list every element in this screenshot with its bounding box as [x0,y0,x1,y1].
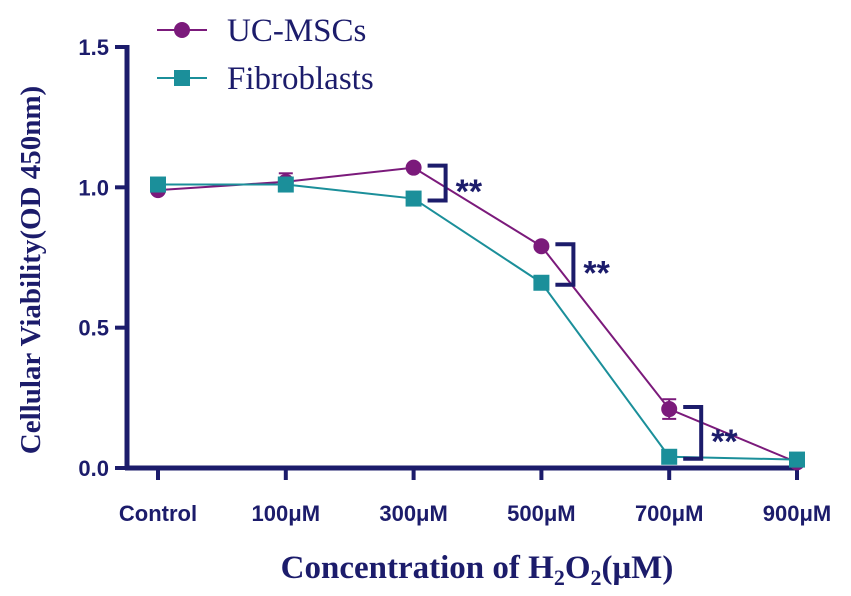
legend-label: Fibroblasts [227,61,374,97]
y-tick-label: 1.0 [78,175,109,200]
y-tick-label: 1.5 [78,35,109,60]
legend-item: Fibroblasts [157,61,374,97]
data-point [405,159,422,176]
legend-marker [174,22,190,38]
x-axis-title-sub2: 2 [590,565,601,590]
x-tick-label: 900μM [763,501,832,526]
legend-item: UC-MSCs [157,13,366,49]
x-axis-title: Concentration of H2O2(μM) [281,550,674,590]
x-tick-label: 100μM [252,501,321,526]
data-point [789,451,805,468]
data-point [150,176,166,193]
x-tick-label: Control [119,501,197,526]
data-point [661,448,678,465]
significance-bracket [683,405,704,461]
x-axis-title-part1: Concentration of H [281,550,554,586]
data-point [533,238,550,255]
legend-marker [174,70,190,86]
significance-bracket [427,163,448,203]
data-point [277,176,294,193]
y-tick-label: 0.0 [78,456,109,481]
significance-layer: ** ** ** [427,163,738,461]
significance-label: ** [711,423,738,461]
x-axis-title-sub1: 2 [554,565,565,590]
significance-label: ** [583,255,610,293]
x-tick-label: 300μM [379,501,448,526]
significance-label: ** [456,173,483,211]
data-point [405,190,422,207]
data-point [533,274,550,291]
y-axis-title: Cellular Viability(OD 450nm) [15,86,47,454]
x-tick-label: 500μM [507,501,576,526]
legend-label: UC-MSCs [227,13,366,49]
axes: 0.0 0.5 1.0 1.5 Control 100μM 300μM 500μM 700μM 9… [78,35,831,526]
x-axis-title-part3: (μM) [601,550,673,586]
legend: UC-MSCs Fibroblasts [157,13,374,97]
series-line [157,166,798,464]
series-layer [150,159,805,471]
x-axis-title-part2: O [565,550,591,586]
significance-bracket [555,242,576,287]
data-point [661,401,678,418]
x-tick-label: 700μM [635,501,704,526]
y-tick-label: 0.5 [78,316,109,341]
